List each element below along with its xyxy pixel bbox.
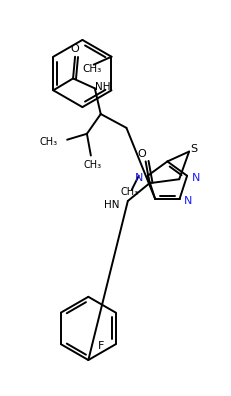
Text: HN: HN [104,200,120,210]
Text: CH₃: CH₃ [84,160,102,170]
Text: N: N [134,173,143,183]
Text: N: N [192,173,200,183]
Text: NH: NH [95,82,110,92]
Text: CH₃: CH₃ [82,64,101,74]
Text: F: F [97,341,104,351]
Text: CH₃: CH₃ [39,137,57,147]
Text: O: O [137,148,146,158]
Text: S: S [191,144,198,154]
Text: N: N [184,196,193,206]
Text: CH₃: CH₃ [121,187,139,196]
Text: O: O [71,44,79,54]
